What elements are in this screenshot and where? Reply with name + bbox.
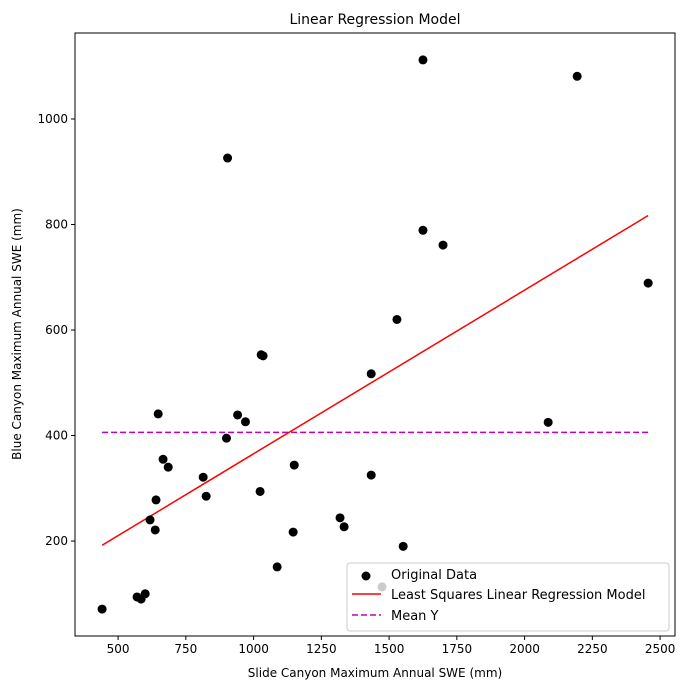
data-point	[240, 417, 250, 427]
y-tick-label: 800	[45, 218, 68, 232]
x-tick-label: 1500	[374, 642, 405, 656]
data-point	[153, 409, 163, 419]
data-point	[398, 541, 408, 551]
data-point	[258, 351, 268, 361]
data-point	[163, 462, 173, 472]
x-tick-label: 2500	[645, 642, 676, 656]
data-point	[339, 522, 349, 532]
data-point	[233, 410, 243, 420]
x-tick-label: 2000	[509, 642, 540, 656]
data-point	[223, 153, 233, 163]
data-point	[145, 515, 155, 525]
x-axis-label: Slide Canyon Maximum Annual SWE (mm)	[248, 666, 502, 680]
y-tick-label: 200	[45, 534, 68, 548]
y-tick-label: 1000	[37, 112, 68, 126]
data-point	[272, 562, 282, 572]
legend: Original Data Least Squares Linear Regres…	[346, 562, 670, 632]
data-point	[392, 314, 402, 324]
x-tick-label: 750	[174, 642, 197, 656]
data-point	[572, 71, 582, 81]
data-point	[97, 604, 107, 614]
x-tick-label: 1750	[442, 642, 473, 656]
data-point	[289, 460, 299, 470]
data-point	[198, 472, 208, 482]
legend-label: Mean Y	[391, 609, 439, 624]
data-point	[418, 225, 428, 235]
data-point	[335, 513, 345, 523]
legend-label: Original Data	[391, 568, 477, 583]
x-tick-label: 500	[107, 642, 130, 656]
data-point	[418, 55, 428, 65]
x-tick-label: 2250	[577, 642, 608, 656]
data-point	[643, 278, 653, 288]
legend-box	[346, 562, 670, 632]
legend-label: Least Squares Linear Regression Model	[391, 588, 645, 603]
y-axis-label: Blue Canyon Maximum Annual SWE (mm)	[10, 208, 24, 460]
x-tick-label: 1250	[306, 642, 337, 656]
data-point	[150, 525, 160, 535]
data-point	[543, 417, 553, 427]
y-tick-label: 600	[45, 323, 68, 337]
data-point	[158, 454, 168, 464]
data-point	[366, 470, 376, 480]
x-tick-label: 1000	[238, 642, 269, 656]
data-point	[221, 433, 231, 443]
data-point	[255, 486, 265, 496]
data-point	[366, 369, 376, 379]
chart-title: Linear Regression Model	[289, 12, 460, 28]
data-point	[438, 240, 448, 250]
data-point	[288, 527, 298, 537]
data-point	[151, 495, 161, 505]
data-point	[201, 491, 211, 501]
data-point	[140, 589, 150, 599]
regression-line	[101, 214, 649, 546]
y-tick-label: 400	[45, 429, 68, 443]
legend-marker-original-data	[361, 571, 371, 581]
plot-frame	[74, 32, 676, 637]
